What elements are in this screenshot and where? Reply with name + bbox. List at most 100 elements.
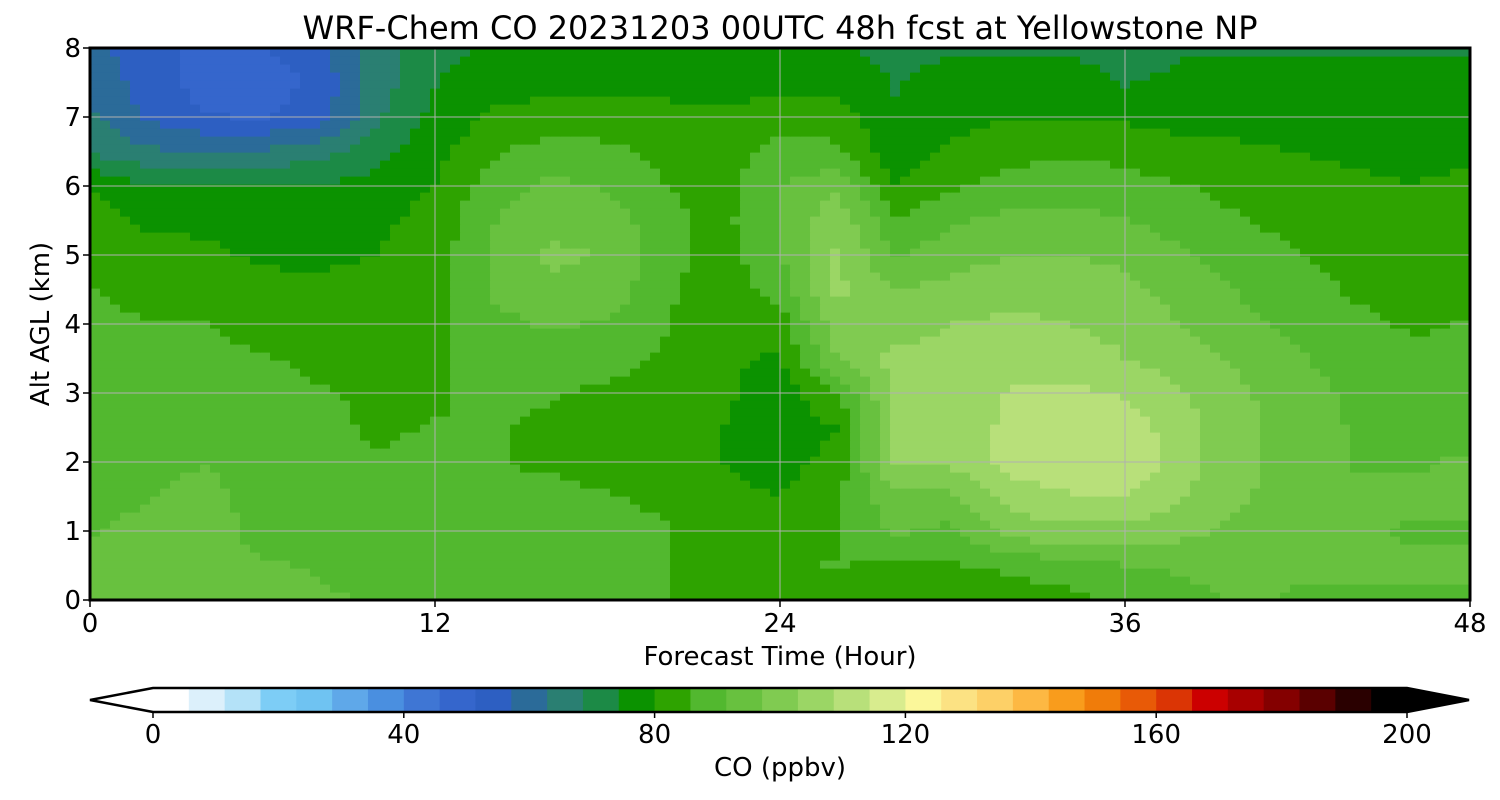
- contour-cell: [440, 488, 451, 497]
- contour-cell: [760, 464, 771, 473]
- contour-cell: [1180, 472, 1191, 481]
- contour-cell: [300, 480, 311, 489]
- contour-cell: [200, 440, 211, 449]
- contour-cell: [690, 472, 701, 481]
- contour-cell: [460, 384, 471, 393]
- contour-cell: [1360, 544, 1371, 553]
- contour-cell: [930, 536, 941, 545]
- contour-cell: [660, 472, 671, 481]
- contour-cell: [1060, 456, 1071, 465]
- contour-cell: [1200, 528, 1211, 537]
- contour-cell: [1040, 328, 1051, 337]
- contour-cell: [510, 336, 521, 345]
- contour-cell: [1390, 312, 1401, 321]
- contour-cell: [560, 504, 571, 513]
- contour-cell: [360, 544, 371, 553]
- contour-cell: [500, 368, 511, 377]
- contour-cell: [550, 512, 561, 521]
- contour-cell: [160, 336, 171, 345]
- contour-cell: [910, 416, 921, 425]
- contour-cell: [350, 504, 361, 513]
- contour-cell: [1380, 504, 1391, 513]
- contour-cell: [990, 488, 1001, 497]
- contour-cell: [1350, 368, 1361, 377]
- contour-cell: [980, 552, 991, 561]
- contour-cell: [360, 568, 371, 577]
- contour-cell: [1230, 520, 1241, 529]
- contour-cell: [1150, 424, 1161, 433]
- contour-cell: [1390, 352, 1401, 361]
- contour-cell: [240, 312, 251, 321]
- contour-cell: [970, 584, 981, 593]
- contour-cell: [1250, 424, 1261, 433]
- contour-cell: [860, 448, 871, 457]
- contour-cell: [470, 544, 481, 553]
- contour-cell: [270, 312, 281, 321]
- contour-cell: [990, 416, 1001, 425]
- contour-cell: [320, 584, 331, 593]
- contour-cell: [700, 496, 711, 505]
- contour-cell: [400, 424, 411, 433]
- contour-cell: [1340, 576, 1351, 585]
- contour-cell: [230, 576, 241, 585]
- contour-cell: [1060, 504, 1071, 513]
- contour-cell: [790, 504, 801, 513]
- contour-cell: [220, 576, 231, 585]
- contour-cell: [830, 368, 841, 377]
- contour-cell: [110, 568, 121, 577]
- contour-cell: [1450, 576, 1461, 585]
- contour-cell: [310, 304, 321, 313]
- contour-cell: [680, 528, 691, 537]
- contour-cell: [1440, 416, 1451, 425]
- contour-cell: [590, 568, 601, 577]
- contour-cell: [1240, 512, 1251, 521]
- contour-cell: [210, 584, 221, 593]
- contour-cell: [350, 576, 361, 585]
- contour-cell: [1450, 568, 1461, 577]
- contour-cell: [1240, 424, 1251, 433]
- contour-cell: [300, 344, 311, 353]
- contour-cell: [480, 520, 491, 529]
- contour-cell: [300, 496, 311, 505]
- contour-cell: [730, 488, 741, 497]
- contour-cell: [790, 456, 801, 465]
- contour-cell: [820, 544, 831, 553]
- contour-cell: [1290, 344, 1301, 353]
- contour-cell: [1260, 584, 1271, 593]
- contour-cell: [940, 512, 951, 521]
- contour-cell: [670, 496, 681, 505]
- contour-cell: [400, 536, 411, 545]
- contour-cell: [1460, 496, 1470, 505]
- contour-cell: [990, 560, 1001, 569]
- contour-cell: [380, 560, 391, 569]
- contour-cell: [160, 304, 171, 313]
- contour-cell: [1030, 480, 1041, 489]
- contour-cell: [1050, 392, 1061, 401]
- contour-cell: [1080, 536, 1091, 545]
- contour-cell: [250, 496, 261, 505]
- contour-cell: [1040, 488, 1051, 497]
- contour-cell: [1080, 336, 1091, 345]
- contour-cell: [850, 392, 861, 401]
- contour-cell: [340, 576, 351, 585]
- contour-cell: [810, 384, 821, 393]
- contour-cell: [1310, 576, 1321, 585]
- contour-cell: [1420, 448, 1431, 457]
- contour-cell: [580, 576, 591, 585]
- contour-cell: [490, 504, 501, 513]
- contour-cell: [130, 424, 141, 433]
- contour-cell: [960, 512, 971, 521]
- contour-cell: [800, 456, 811, 465]
- contour-cell: [1200, 416, 1211, 425]
- contour-cell: [1380, 480, 1391, 489]
- contour-cell: [1240, 376, 1251, 385]
- contour-cell: [380, 496, 391, 505]
- contour-cell: [910, 480, 921, 489]
- contour-cell: [460, 360, 471, 369]
- contour-cell: [900, 560, 911, 569]
- contour-cell: [270, 456, 281, 465]
- contour-cell: [310, 328, 321, 337]
- contour-cell: [830, 560, 841, 569]
- contour-cell: [820, 384, 831, 393]
- contour-cell: [160, 416, 171, 425]
